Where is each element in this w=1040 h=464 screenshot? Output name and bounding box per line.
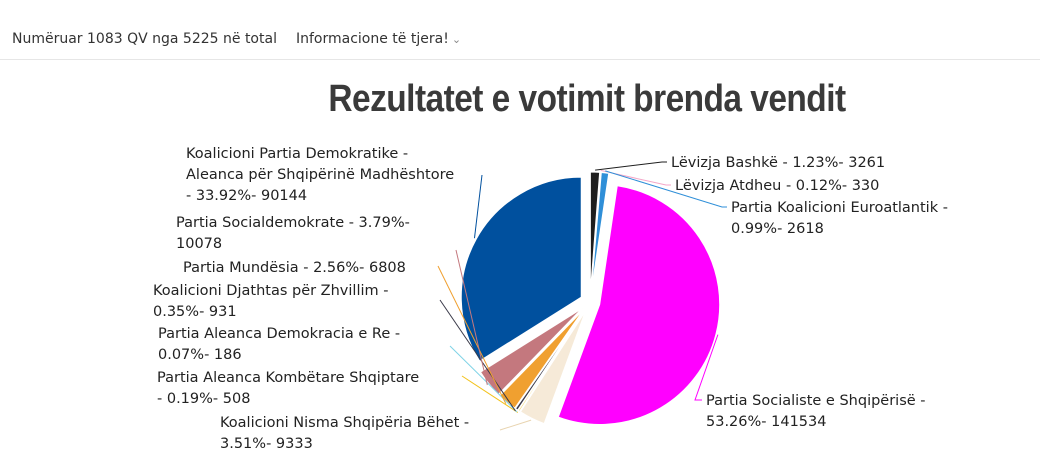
- slice-label: Koalicioni Nisma Shqipëria Bëhet -3.51%-…: [220, 415, 469, 452]
- pie-slice[interactable]: [460, 176, 582, 362]
- slice-label: Partia Socialiste e Shqipërisë -53.26%- …: [706, 393, 926, 430]
- label-connector: [455, 249, 488, 386]
- slice-label: Partia Aleanca Demokracia e Re -0.07%- 1…: [158, 326, 400, 363]
- pie-slice[interactable]: [514, 309, 585, 411]
- chart-title: Rezultatet e votimit brenda vendit: [328, 78, 846, 120]
- chevron-down-icon: ⌄: [451, 33, 462, 46]
- label-connector: [605, 170, 727, 208]
- label-connector: [439, 299, 516, 412]
- label-connector: [499, 419, 532, 431]
- label-connector: [461, 375, 519, 413]
- slice-label: Partia Aleanca Kombëtare Shqiptare - 0.19…: [157, 370, 419, 407]
- pie-slice[interactable]: [557, 185, 721, 425]
- pie-slice[interactable]: [519, 310, 587, 425]
- label-connector: [449, 345, 518, 413]
- label-connector: [473, 174, 483, 239]
- slice-label: Koalicioni Partia Demokratike -Aleanca p…: [186, 146, 454, 204]
- label-connector: [595, 161, 667, 171]
- more-info-label: Informacione të tjera!: [296, 31, 449, 47]
- label-connector: [437, 265, 507, 404]
- top-bar: Numëruar 1083 QV nga 5225 në total Infor…: [0, 0, 1040, 60]
- slice-label: Lëvizja Atdheu - 0.12%- 330: [675, 178, 879, 194]
- slice-label: Lëvizja Bashkë - 1.23%- 3261: [671, 155, 885, 171]
- label-connector: [694, 334, 719, 401]
- counted-stations-text: Numëruar 1083 QV nga 5225 në total: [12, 31, 277, 47]
- pie-slice[interactable]: [590, 171, 610, 293]
- slice-label: Partia Koalicioni Euroatlantik -0.99%- 2…: [731, 200, 948, 237]
- label-connector: [600, 169, 671, 186]
- slice-label: Partia Socialdemokrate - 3.79%-10078: [176, 215, 410, 252]
- more-info-menu[interactable]: Informacione të tjera! ⌄: [296, 31, 461, 47]
- slice-label: Partia Mundësia - 2.56%- 6808: [183, 260, 406, 276]
- slice-label: Koalicioni Djathtas për Zhvillim -0.35%-…: [153, 283, 388, 320]
